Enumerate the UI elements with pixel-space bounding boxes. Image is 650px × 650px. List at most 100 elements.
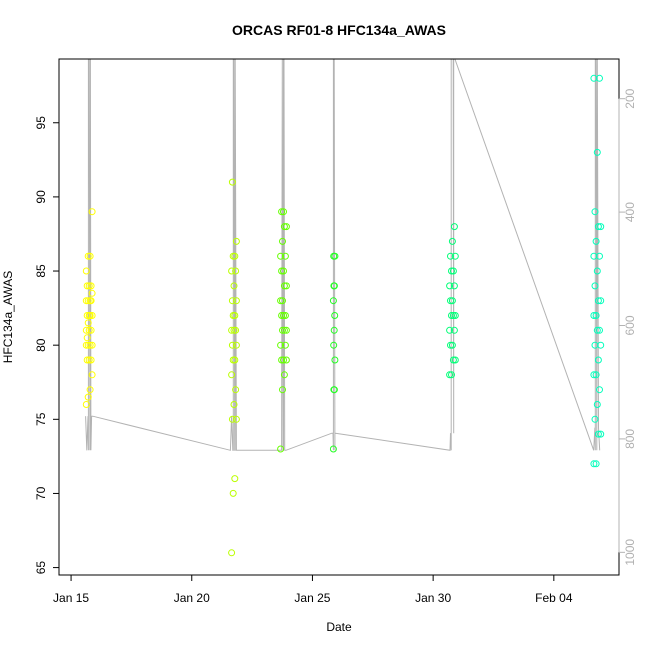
data-point — [330, 386, 338, 394]
y-tick-label: 65 — [34, 561, 48, 575]
data-point — [228, 549, 236, 557]
data-point — [446, 371, 454, 379]
data-point — [282, 282, 290, 290]
data-point — [593, 148, 601, 156]
data-point — [85, 356, 93, 364]
data-point — [230, 282, 238, 290]
altitude-line — [85, 58, 601, 451]
data-point — [447, 297, 454, 305]
data-point — [451, 356, 459, 364]
data-point — [280, 223, 288, 231]
y2-tick-label: 200 — [623, 88, 637, 108]
data-point — [590, 312, 598, 319]
data-point — [85, 326, 93, 334]
y-tick-label: 90 — [34, 190, 48, 204]
data-point — [448, 371, 455, 379]
data-point — [592, 237, 600, 245]
data-point — [280, 371, 288, 379]
data-point — [277, 252, 285, 260]
data-point — [331, 356, 339, 364]
data-point — [331, 312, 339, 319]
data-point — [590, 371, 598, 379]
data-point — [228, 371, 236, 379]
data-point — [86, 341, 94, 349]
data-point — [279, 297, 286, 305]
data-point — [232, 326, 240, 334]
data-point — [448, 312, 455, 319]
chart-title: ORCAS RF01-8 HFC134a_AWAS — [232, 22, 446, 38]
data-point — [88, 208, 96, 216]
data-point — [228, 415, 236, 423]
data-point — [449, 312, 457, 319]
data-point — [232, 341, 240, 349]
data-point — [278, 208, 286, 216]
y-tick-label: 80 — [34, 338, 48, 352]
data-point — [85, 282, 93, 290]
data-point — [446, 326, 454, 334]
data-point — [591, 341, 599, 349]
data-point — [231, 356, 239, 364]
data-point — [594, 297, 602, 305]
data-point — [590, 74, 598, 82]
data-point — [449, 356, 457, 364]
data-point — [82, 297, 90, 305]
y2-tick-label: 400 — [623, 202, 637, 222]
y-tick-label: 75 — [34, 412, 48, 426]
altitude-line-layer — [85, 58, 601, 451]
data-point — [448, 237, 456, 245]
data-point — [330, 326, 338, 334]
data-point — [280, 312, 287, 319]
data-point — [591, 282, 599, 290]
data-point — [596, 326, 603, 334]
data-point — [592, 460, 600, 468]
data-point — [84, 252, 92, 260]
data-point — [280, 326, 288, 334]
data-point — [448, 267, 455, 275]
data-point — [232, 267, 240, 275]
data-point — [447, 341, 454, 349]
data-point — [87, 356, 95, 364]
data-point — [330, 282, 338, 290]
x-axis: Jan 15 Jan 20 Jan 25 Jan 30 Feb 04 — [53, 574, 573, 605]
data-point — [82, 326, 90, 334]
x-tick-label: Feb 04 — [535, 591, 573, 605]
data-point — [447, 252, 454, 260]
data-point — [84, 319, 92, 327]
data-point — [594, 430, 602, 438]
data-point — [230, 401, 238, 408]
data-point — [231, 475, 239, 483]
y2-tick-label: 800 — [623, 429, 637, 449]
data-point — [330, 252, 338, 260]
data-point — [329, 297, 337, 305]
data-point — [279, 326, 286, 334]
data-point — [279, 237, 286, 245]
data-point — [597, 297, 605, 305]
data-point — [591, 415, 599, 423]
data-point — [450, 282, 458, 290]
data-point — [280, 282, 288, 290]
data-point — [277, 297, 285, 305]
data-point — [228, 341, 236, 349]
data-point — [228, 178, 236, 186]
data-points-layer — [82, 74, 605, 557]
data-point — [592, 371, 600, 379]
y2-axis: 200 400 600 800 1000 — [618, 88, 637, 566]
data-point — [278, 267, 286, 275]
data-point — [84, 393, 92, 401]
data-point — [86, 297, 94, 305]
data-point — [87, 326, 95, 334]
data-point — [84, 297, 92, 305]
data-point — [593, 326, 601, 334]
data-point — [83, 356, 91, 364]
data-point — [448, 341, 456, 349]
data-point — [451, 252, 459, 260]
data-point — [277, 445, 285, 453]
data-point — [330, 341, 338, 349]
data-point — [86, 386, 94, 394]
data-point — [280, 356, 287, 364]
x-tick-label: Jan 25 — [294, 591, 330, 605]
data-point — [82, 267, 90, 275]
y2-tick-label: 1000 — [623, 539, 637, 566]
data-point — [281, 341, 289, 349]
